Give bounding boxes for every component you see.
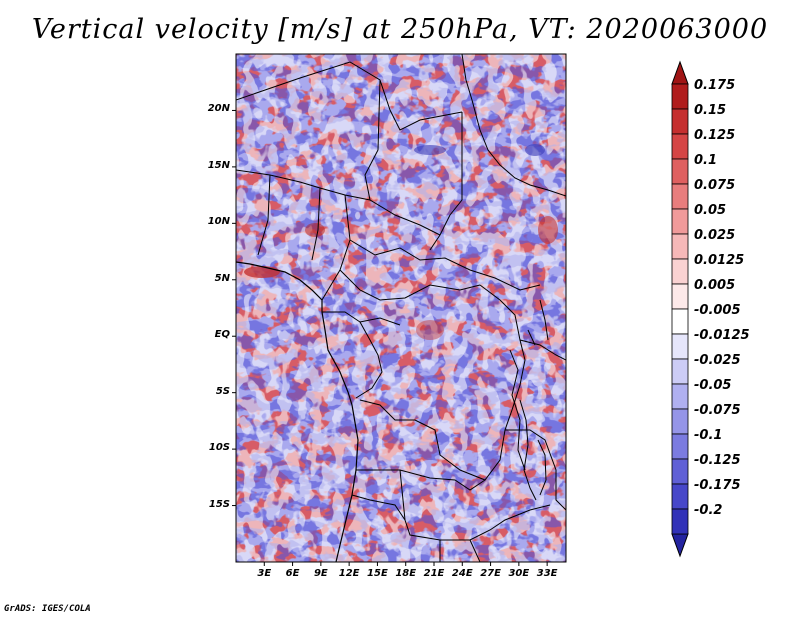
colorbar-swatch (671, 208, 689, 235)
strong-downdraft-spot (414, 145, 446, 155)
lat-tick-label: 10N (207, 216, 230, 228)
lat-tick-label: 5S (215, 385, 230, 397)
colorbar-swatch (671, 458, 689, 485)
colorbar-level-label: 0.05 (694, 203, 727, 218)
colorbar-level-label: 0.005 (694, 278, 736, 293)
lat-tick-label: 15N (207, 159, 230, 171)
colorbar-swatch (671, 158, 689, 185)
colorbar-top-arrow (671, 60, 689, 85)
colorbar-level-label: -0.0125 (694, 328, 750, 343)
lon-tick-label: 27E (480, 568, 501, 579)
lon-tick-label: 33E (536, 568, 558, 579)
colorbar-level-label: -0.2 (694, 503, 723, 518)
colorbar-level-label: -0.075 (694, 403, 741, 418)
colorbar-level-label: -0.175 (694, 478, 741, 493)
colorbar-swatch (671, 333, 689, 360)
colorbar-swatch (671, 233, 689, 260)
colorbar-swatch (671, 258, 689, 285)
lon-tick-label: 15E (367, 568, 388, 579)
lon-tick-label: 9E (313, 568, 328, 579)
colorbar-level-label: -0.125 (694, 453, 741, 468)
lat-tick-label: 20N (207, 103, 230, 115)
lon-tick-label: 21E (423, 568, 445, 579)
colorbar-level-label: -0.005 (694, 303, 741, 318)
colorbar-swatch (671, 483, 689, 510)
colorbar-swatch (671, 508, 689, 535)
lat-tick-label: EQ (214, 329, 230, 341)
colorbar-level-label: -0.1 (694, 428, 723, 443)
strong-updraft-spot (305, 223, 325, 237)
lat-tick-label: 5N (214, 272, 230, 284)
colorbar-level-label: 0.1 (694, 153, 718, 168)
lon-tick-label: 12E (338, 568, 360, 579)
lon-tick-label: 24E (451, 568, 473, 579)
strong-updraft-spot (538, 216, 558, 244)
colorbar (671, 60, 689, 558)
colorbar-swatch (671, 83, 689, 110)
colorbar-swatch (671, 433, 689, 460)
colorbar-level-label: -0.05 (694, 378, 732, 393)
colorbar-swatch (671, 308, 689, 335)
lat-tick-label: 15S (208, 498, 230, 510)
strong-downdraft-spot (525, 144, 545, 156)
colorbar-bottom-arrow (671, 533, 689, 558)
colorbar-level-label: -0.025 (694, 353, 741, 368)
map-title: Vertical velocity [m/s] at 250hPa, VT: 2… (31, 14, 769, 45)
lon-tick-marks (263, 562, 548, 566)
map-frame (235, 53, 567, 563)
colorbar-swatch (671, 183, 689, 210)
colorbar-level-label: 0.0125 (694, 253, 745, 268)
colorbar-swatch (671, 408, 689, 435)
lat-tick-marks (232, 109, 236, 507)
lon-tick-label: 3E (257, 568, 272, 579)
strong-updraft-spot (416, 320, 444, 340)
colorbar-swatch (671, 358, 689, 385)
grads-credit: GrADS: IGES/COLA (4, 604, 91, 614)
colorbar-swatch (671, 383, 689, 410)
colorbar-swatch (671, 108, 689, 135)
colorbar-swatch (671, 133, 689, 160)
lon-tick-label: 30E (508, 568, 530, 579)
political-borders (236, 54, 566, 562)
colorbar-level-label: 0.025 (694, 228, 736, 243)
lat-tick-label: 10S (208, 442, 230, 454)
lon-tick-label: 6E (285, 568, 300, 579)
colorbar-swatch (671, 283, 689, 310)
colorbar-level-label: 0.075 (694, 178, 736, 193)
velocity-field (236, 54, 566, 562)
colorbar-level-label: 0.125 (694, 128, 736, 143)
colorbar-level-label: 0.175 (694, 78, 736, 93)
colorbar-level-label: 0.15 (694, 103, 727, 118)
strong-updraft-spot (244, 266, 280, 278)
lon-tick-label: 18E (395, 568, 417, 579)
